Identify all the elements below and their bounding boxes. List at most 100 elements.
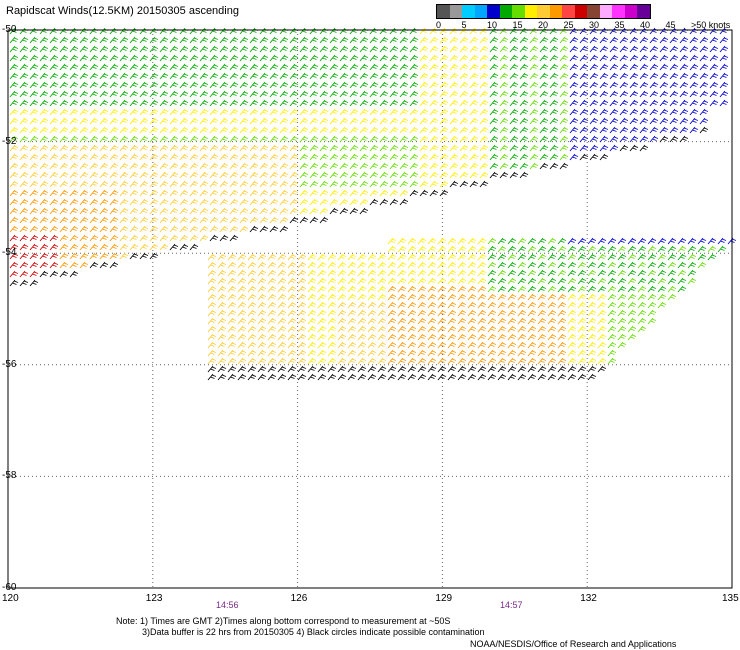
wind-barb [567, 365, 577, 373]
wind-barb [589, 36, 599, 44]
wind-barb [689, 54, 699, 62]
wind-barb [657, 253, 667, 261]
wind-barb [309, 90, 319, 98]
wind-barb [487, 333, 497, 341]
wind-barb [357, 285, 367, 293]
wind-barb [679, 90, 689, 98]
wind-barb [239, 162, 249, 170]
wind-barb [497, 253, 507, 261]
wind-barb [409, 162, 419, 170]
wind-barb [559, 45, 569, 53]
wind-barb [679, 81, 689, 89]
wind-barb [279, 171, 289, 179]
wind-barb [549, 135, 559, 143]
wind-barb [109, 99, 119, 107]
wind-barb [339, 171, 349, 179]
wind-barb [559, 108, 569, 116]
wind-barb [199, 72, 209, 80]
wind-barb [459, 144, 469, 152]
wind-barb [389, 135, 399, 143]
wind-barb [387, 277, 397, 285]
wind-barb [447, 253, 457, 261]
wind-barb [689, 117, 699, 125]
wind-barb [459, 81, 469, 89]
wind-barb [657, 277, 667, 285]
wind-barb [437, 349, 447, 357]
wind-barb [719, 81, 729, 89]
wind-barb [99, 162, 109, 170]
wind-barb [227, 357, 237, 365]
wind-barb [249, 216, 259, 224]
wind-barb [227, 365, 237, 373]
wind-barb [639, 63, 649, 71]
wind-barb [339, 108, 349, 116]
wind-barb [617, 285, 627, 293]
wind-barb [529, 126, 539, 134]
wind-barb [389, 90, 399, 98]
wind-barb [437, 333, 447, 341]
wind-barb [519, 27, 529, 35]
wind-barb [429, 162, 439, 170]
wind-barb [309, 99, 319, 107]
wind-barb [337, 293, 347, 301]
wind-barb [209, 72, 219, 80]
wind-barb [389, 162, 399, 170]
wind-barb [419, 36, 429, 44]
wind-barb [519, 108, 529, 116]
wind-barb [159, 234, 169, 242]
wind-barb [209, 54, 219, 62]
wind-barb [219, 54, 229, 62]
wind-barb [557, 341, 567, 349]
wind-barb [159, 225, 169, 233]
wind-barb [719, 90, 729, 98]
wind-barb [537, 341, 547, 349]
wind-barb [49, 27, 59, 35]
wind-barb [179, 108, 189, 116]
wind-barb [477, 309, 487, 317]
wind-barb [209, 144, 219, 152]
wind-barb [247, 365, 257, 373]
wind-barb [59, 72, 69, 80]
wind-barb [269, 27, 279, 35]
wind-barb [29, 243, 39, 251]
wind-barb [269, 117, 279, 125]
wind-barb [207, 301, 217, 309]
wind-barb [459, 54, 469, 62]
wind-barb [597, 261, 607, 269]
wind-barb [537, 349, 547, 357]
wind-barb [597, 269, 607, 277]
wind-barb [409, 135, 419, 143]
wind-barb [669, 90, 679, 98]
wind-barb [537, 277, 547, 285]
wind-barb [549, 27, 559, 35]
wind-barb [449, 126, 459, 134]
wind-barb [657, 269, 667, 277]
wind-barb [207, 317, 217, 325]
wind-barb [419, 90, 429, 98]
wind-barb [69, 81, 79, 89]
wind-barb [69, 144, 79, 152]
wind-barb [389, 99, 399, 107]
wind-barb [269, 225, 279, 233]
wind-barb [519, 81, 529, 89]
wind-barb [527, 285, 537, 293]
wind-barb [9, 63, 19, 71]
wind-barb [287, 269, 297, 277]
wind-barb [419, 117, 429, 125]
wind-barb [529, 45, 539, 53]
wind-barb [327, 373, 337, 381]
wind-barb [579, 81, 589, 89]
wind-barb [109, 144, 119, 152]
wind-barb [49, 81, 59, 89]
wind-barb [299, 207, 309, 215]
longitude-label: 123 [145, 593, 163, 604]
wind-barb [579, 36, 589, 44]
wind-barb [649, 54, 659, 62]
wind-barb [479, 27, 489, 35]
wind-barb [587, 245, 597, 253]
wind-barb [509, 135, 519, 143]
wind-barb [367, 293, 377, 301]
wind-barb [599, 90, 609, 98]
wind-barb [249, 198, 259, 206]
wind-barb [479, 99, 489, 107]
